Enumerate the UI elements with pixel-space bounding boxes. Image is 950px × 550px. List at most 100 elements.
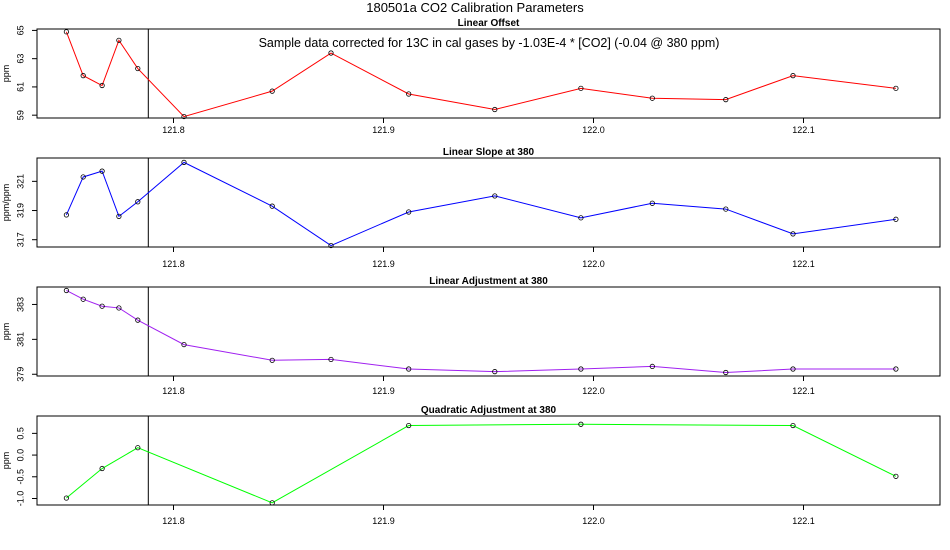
x-tick-label: 121.9 <box>372 516 395 526</box>
x-tick-label: 122.0 <box>582 386 605 396</box>
chart-panel-4: Quadratic Adjustment at 380 ppm -1.0 -0.5 0.… <box>1 405 941 526</box>
x-tick-label: 121.9 <box>372 386 395 396</box>
figure-title: 180501a CO2 Calibration Parameters <box>366 0 584 15</box>
series-line <box>66 290 896 374</box>
data-point <box>116 213 122 219</box>
data-point <box>328 50 334 56</box>
data-point <box>116 305 122 311</box>
x-tick-label: 121.8 <box>162 516 185 526</box>
series-line <box>65 31 896 118</box>
plot-frame <box>36 415 941 506</box>
data-point <box>135 65 141 72</box>
data-point <box>99 168 105 174</box>
data-point <box>269 357 275 363</box>
data-point <box>893 473 899 479</box>
y-tick-label: -0.5 <box>15 469 25 485</box>
data-point <box>649 95 655 101</box>
data-point <box>63 29 70 35</box>
y-tick-label: 379 <box>15 367 25 382</box>
data-point <box>406 422 412 429</box>
x-tick-label: 121.9 <box>372 259 395 269</box>
x-tick-label: 121.8 <box>162 125 185 135</box>
plot-frame <box>36 286 941 377</box>
y-tick-label: 61 <box>15 82 25 92</box>
data-point <box>63 212 70 218</box>
data-point <box>269 88 275 94</box>
y-tick-label: 59 <box>15 110 25 120</box>
y-tick-label: 65 <box>15 25 25 35</box>
x-tick-label: 122.0 <box>582 516 605 526</box>
data-point <box>723 206 729 212</box>
data-point <box>181 113 187 120</box>
data-point <box>328 356 334 363</box>
data-point <box>181 159 187 165</box>
y-axis-label: ppm <box>1 65 11 83</box>
data-point <box>116 37 122 43</box>
data-point <box>99 465 105 472</box>
data-point <box>99 82 105 89</box>
data-point <box>80 296 86 302</box>
chart-panels: Linear Offset Sample data corrected for 1… <box>1 18 941 526</box>
data-point <box>80 174 86 180</box>
panel-title: Linear Slope at 380 <box>443 147 535 158</box>
x-tick-label: 122.1 <box>792 516 815 526</box>
data-point <box>99 303 105 309</box>
data-point <box>893 85 899 91</box>
x-tick-label: 122.1 <box>792 125 815 135</box>
data-point <box>269 500 275 506</box>
data-point <box>649 363 655 370</box>
y-tick-label: 321 <box>15 174 25 189</box>
y-tick-label: -1.0 <box>15 491 25 507</box>
data-point <box>135 199 141 205</box>
data-point <box>269 203 275 209</box>
y-tick-label: 317 <box>15 232 25 247</box>
plot-frame <box>36 28 941 119</box>
panel-title: Linear Adjustment at 380 <box>429 276 548 287</box>
x-tick-label: 122.0 <box>582 259 605 269</box>
plot-frame <box>36 157 941 248</box>
y-tick-label: 0.5 <box>15 427 25 440</box>
data-point <box>135 445 141 451</box>
data-point <box>790 366 796 372</box>
y-tick-label: 319 <box>15 203 25 218</box>
y-axis-label: ppm <box>1 452 11 470</box>
data-point <box>63 287 70 294</box>
data-point <box>578 85 584 91</box>
data-point <box>893 216 899 222</box>
data-point <box>893 366 899 372</box>
y-axis-label: ppm/ppm <box>1 184 11 222</box>
data-point <box>63 495 70 501</box>
data-point <box>135 317 141 323</box>
data-point <box>492 369 498 375</box>
x-tick-label: 121.9 <box>372 125 395 135</box>
series-line <box>66 423 897 504</box>
data-point <box>578 366 584 372</box>
x-tick-label: 121.8 <box>162 386 185 396</box>
chart-panel-2: Linear Slope at 380 ppm/ppm 317 319 321 121.8… <box>1 147 941 269</box>
x-tick-label: 121.8 <box>162 259 185 269</box>
y-tick-label: 63 <box>15 54 25 64</box>
data-point <box>578 215 584 221</box>
data-point <box>80 73 86 79</box>
data-point <box>790 231 796 237</box>
chart-panel-3: Linear Adjustment at 380 ppm 379 381 383 121.… <box>1 276 941 396</box>
data-point <box>790 73 796 79</box>
x-tick-label: 122.0 <box>582 125 605 135</box>
panel-title: Quadratic Adjustment at 380 <box>421 405 557 416</box>
data-point <box>406 91 412 97</box>
data-point <box>790 422 796 429</box>
data-point <box>406 366 412 372</box>
panel-title: Linear Offset <box>458 18 520 29</box>
x-tick-label: 122.1 <box>792 386 815 396</box>
series-line <box>65 161 896 247</box>
panel-annotation: Sample data corrected for 13C in cal gas… <box>259 36 720 50</box>
y-axis-label: ppm <box>1 323 11 341</box>
data-point <box>723 369 729 376</box>
data-point <box>406 209 412 215</box>
y-tick-label: 0.0 <box>15 449 25 462</box>
chart-panel-1: Linear Offset Sample data corrected for 1… <box>1 18 941 135</box>
data-point <box>492 106 498 113</box>
data-point <box>649 200 655 206</box>
data-point <box>723 97 729 103</box>
